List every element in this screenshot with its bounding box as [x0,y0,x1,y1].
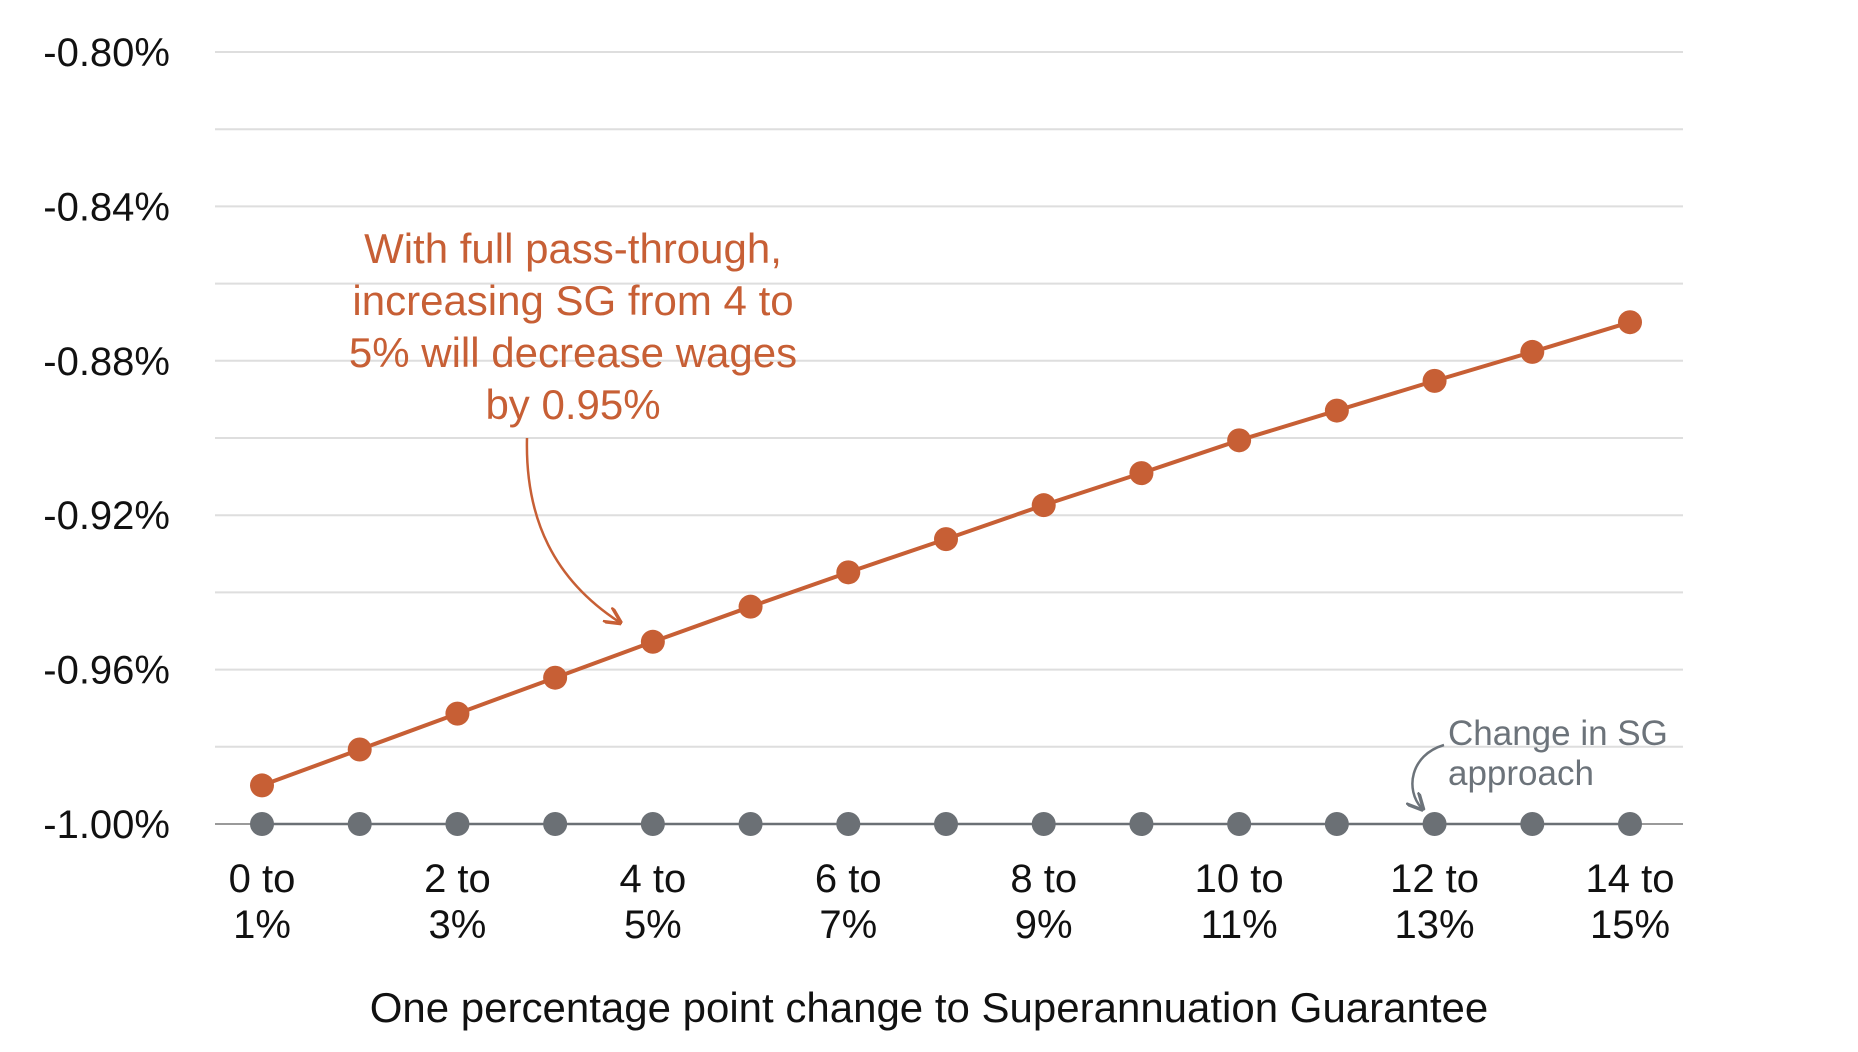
y-tick-label: -0.92% [43,494,170,538]
data-point [1422,812,1447,836]
data-point [250,773,274,798]
annotations-layer: With full pass-through, increasing SG fro… [349,225,1668,808]
x-tick-label: 14 to 15% [1586,857,1675,947]
y-tick-label: -0.84% [43,185,170,229]
data-point [1618,812,1642,836]
x-tick-label: 12 to 13% [1390,857,1479,947]
data-point [738,812,763,836]
data-point [1031,812,1056,836]
data-point [543,812,568,836]
data-point [445,701,470,726]
data-point [250,812,274,836]
x-tick-label: 0 to 1% [229,857,296,947]
data-point [1129,461,1154,486]
y-axis: -1.00% -0.96% -0.92% -0.88% -0.84% -0.80% [43,31,170,847]
data-point [836,812,861,836]
data-point [1520,339,1545,364]
data-point [1227,428,1252,453]
data-point [1031,493,1056,518]
data-point [543,665,568,690]
data-point [934,812,958,836]
data-point [1324,398,1349,423]
y-tick-label: -0.80% [43,31,170,75]
y-tick-label: -0.88% [43,340,170,384]
data-point [934,527,958,552]
y-tick-label: -1.00% [43,803,170,847]
data-point [738,594,763,619]
data-point [640,812,665,836]
x-tick-label: 4 to 5% [619,857,686,947]
data-point [640,629,665,654]
data-point [1422,368,1447,393]
x-tick-label: 10 to 11% [1195,857,1284,947]
data-point [347,812,372,836]
annotation-text: Change in SG approach [1448,714,1668,793]
x-tick-label: 8 to 9% [1010,857,1077,947]
data-point [1227,812,1252,836]
annotation-arrow [525,437,619,622]
data-point [1129,812,1154,836]
x-tick-label: 2 to 3% [424,857,491,947]
annotation-arrow [1412,743,1445,808]
data-point [836,560,861,585]
data-point [1520,812,1545,836]
x-tick-label: 6 to 7% [815,857,882,947]
annotation-text: With full pass-through, increasing SG fro… [349,225,797,428]
data-point [445,812,470,836]
data-point [347,737,372,762]
data-point [1618,310,1642,335]
x-axis-label: One percentage point change to Superannu… [370,984,1489,1031]
x-axis: 0 to 1% 2 to 3% 4 to 5% 6 to 7% 8 to 9% 10 to 11% 12… [229,857,1675,947]
series-layer [250,310,1642,836]
gridlines [215,51,1683,825]
y-tick-label: -0.96% [43,649,170,693]
data-point [1324,812,1349,836]
